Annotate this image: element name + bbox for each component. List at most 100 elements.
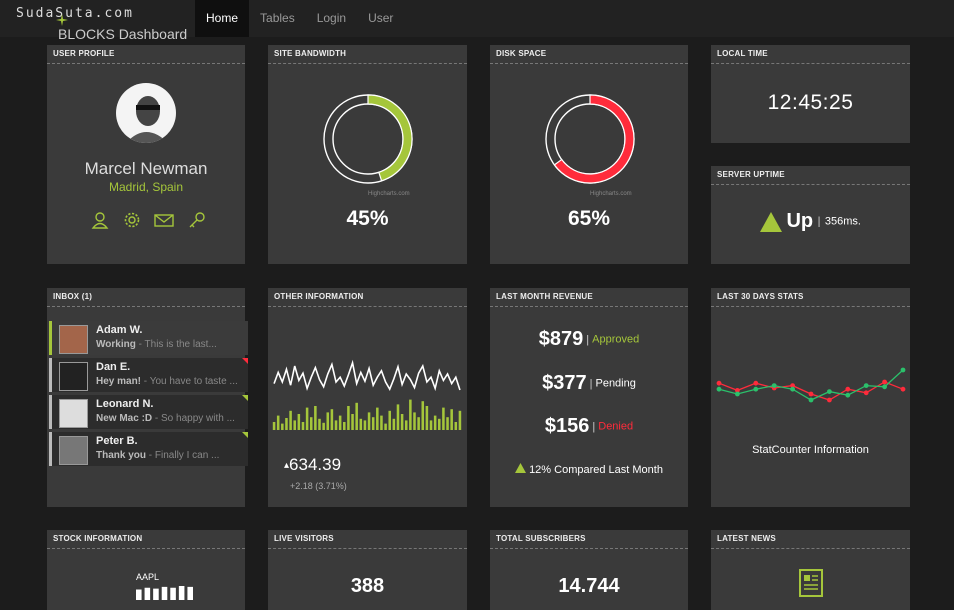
stats-point xyxy=(716,380,722,386)
volume-bar xyxy=(446,417,449,430)
message-preview: Hey man! - You have to taste ... xyxy=(96,376,238,387)
stats-point xyxy=(735,391,740,397)
message-item[interactable]: Dan E. Hey man! - You have to taste ... xyxy=(49,358,248,392)
key-icon[interactable] xyxy=(188,211,206,229)
nav-login[interactable]: Login xyxy=(316,11,347,25)
volume-bar xyxy=(458,410,462,430)
volume-bar xyxy=(297,414,301,430)
volume-bar xyxy=(421,401,425,430)
user-name: Marcel Newman xyxy=(84,159,208,178)
nav-user[interactable]: User xyxy=(368,11,394,25)
stock-panel: STOCK INFORMATION AAPL xyxy=(47,530,245,610)
volume-bar xyxy=(376,407,379,430)
disk-arc xyxy=(553,94,635,184)
revenue-label: Denied xyxy=(598,420,634,433)
panel-title: LAST MONTH REVENUE xyxy=(490,288,688,307)
volume-bar xyxy=(281,423,284,430)
live-visitors-value: 388 xyxy=(350,575,385,597)
stats-point xyxy=(827,397,832,403)
user-location: Madrid, Spain xyxy=(108,180,184,194)
revenue-row: $156 | Denied xyxy=(544,415,634,437)
gear-icon[interactable] xyxy=(123,211,141,229)
volume-bar xyxy=(413,412,416,430)
flag-marker xyxy=(242,432,248,438)
volume-bar xyxy=(301,422,305,430)
stats-point xyxy=(771,383,777,388)
volume-bar xyxy=(318,418,321,430)
chart-credit[interactable]: Highcharts.com xyxy=(368,191,410,197)
volume-bar xyxy=(371,417,375,430)
volume-bar xyxy=(334,420,338,430)
volume-bar xyxy=(359,418,363,430)
other-information-chart xyxy=(272,359,462,430)
nav-home[interactable]: Home xyxy=(195,0,250,37)
volume-bar xyxy=(343,422,346,430)
profile-actions xyxy=(91,211,206,229)
stats-caption: StatCounter Information xyxy=(752,444,869,456)
up-arrow-icon xyxy=(760,211,783,232)
uptime-status: Up xyxy=(786,210,814,232)
message-sender: Dan E. xyxy=(96,361,131,373)
bandwidth-arc xyxy=(367,94,413,182)
stats-point xyxy=(845,386,851,392)
revenue-row: $377 | Pending xyxy=(542,372,636,394)
volume-bar xyxy=(454,422,458,430)
volume-bar xyxy=(400,414,404,430)
panel-title: LATEST NEWS xyxy=(711,530,910,549)
volume-bar xyxy=(388,410,391,430)
volume-bar xyxy=(289,410,292,430)
volume-bar xyxy=(438,418,441,430)
message-item[interactable]: Adam W. Working - This is the last... xyxy=(49,321,248,355)
bandwidth-value: 45% xyxy=(346,207,389,230)
volume-bar xyxy=(305,407,309,430)
stock-bar xyxy=(161,586,168,600)
user-icon[interactable] xyxy=(91,211,109,229)
message-sender: Peter B. xyxy=(96,435,138,447)
other-information-panel: OTHER INFORMATION ▴634.39 +2.18 (3.71%) xyxy=(268,288,467,507)
server-uptime-panel: SERVER UPTIME Up | 356ms. xyxy=(711,166,910,264)
volume-bar xyxy=(396,404,400,430)
message-item[interactable]: Peter B. Thank you - Finally I can ... xyxy=(49,432,248,466)
stats-point xyxy=(716,386,722,392)
volume-bar xyxy=(404,420,408,430)
brand-title[interactable]: BLOCKS Dashboard xyxy=(58,26,188,42)
price-line xyxy=(273,359,461,392)
stats-point xyxy=(863,390,869,396)
volume-bar xyxy=(272,422,276,430)
unread-flag xyxy=(242,358,248,364)
other-info-value-row: ▴634.39 xyxy=(284,455,342,474)
revenue-label: Pending xyxy=(595,377,636,390)
stats-point xyxy=(753,386,759,392)
volume-bar xyxy=(355,402,358,430)
up-arrow-icon xyxy=(515,463,526,473)
volume-bar xyxy=(276,415,280,430)
panel-title: LOCAL TIME xyxy=(711,45,910,64)
stats-point xyxy=(827,389,832,394)
nav-tables[interactable]: Tables xyxy=(260,11,295,25)
chart-credit[interactable]: Highcharts.com xyxy=(590,191,632,197)
stats-point xyxy=(735,388,740,393)
volume-bar xyxy=(309,417,313,430)
stock-bar xyxy=(153,588,159,600)
panel-title: STOCK INFORMATION xyxy=(47,530,245,549)
top-navbar: SudaSuta.com BLOCKS Dashboard Home Table… xyxy=(0,0,954,42)
revenue-compare: 12% Compared Last Month xyxy=(490,463,688,476)
revenue-panel: LAST MONTH REVENUE $879 | Approved $377 | Pe… xyxy=(490,288,688,507)
volume-bar xyxy=(285,418,288,430)
stock-bar xyxy=(170,587,176,600)
mail-icon[interactable] xyxy=(154,211,175,229)
stats-chart xyxy=(716,367,906,403)
stats-point xyxy=(882,379,887,385)
message-item[interactable]: Leonard N. New Mac :D - So happy with ..… xyxy=(49,395,248,429)
stats-point xyxy=(808,397,814,403)
revenue-row: $879 | Approved xyxy=(538,328,640,350)
stats-point xyxy=(900,386,906,392)
avatar xyxy=(59,325,88,354)
panel-title: DISK SPACE xyxy=(490,45,688,64)
disk-space-panel: DISK SPACE Highcharts.com 65% xyxy=(490,45,688,264)
message-sender: Adam W. xyxy=(96,324,143,336)
local-time-value: 12:45:25 xyxy=(767,91,854,114)
newspaper-icon[interactable] xyxy=(797,568,825,598)
other-info-change: +2.18 (3.71%) xyxy=(290,481,347,491)
volume-bar xyxy=(417,417,420,430)
